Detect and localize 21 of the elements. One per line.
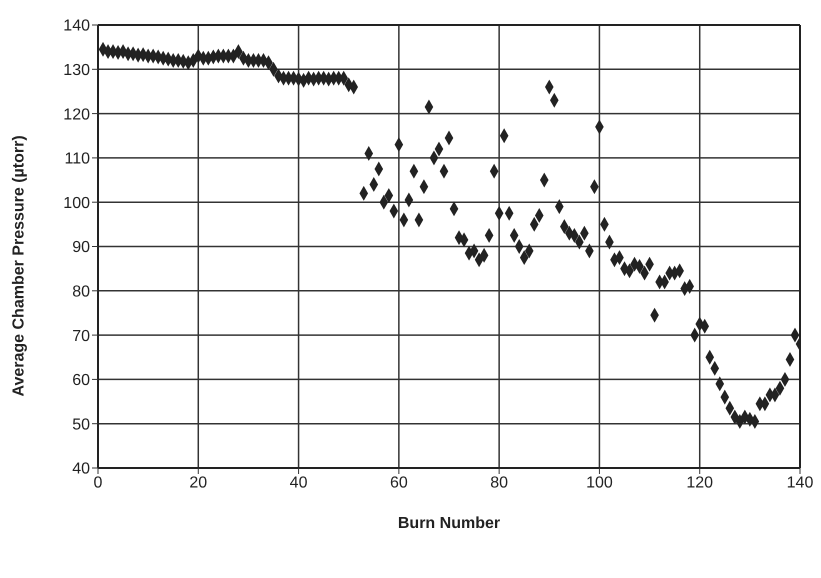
x-tick-label: 140 <box>786 474 814 492</box>
y-axis-title: Average Chamber Pressure (µtorr) <box>10 135 28 396</box>
y-tick-label: 120 <box>63 106 90 124</box>
y-tick-label: 140 <box>63 18 90 35</box>
y-tick-label: 110 <box>64 150 90 168</box>
x-tick-label: 20 <box>189 474 208 492</box>
y-tick-label: 40 <box>72 460 90 478</box>
x-tick-label: 60 <box>390 474 408 492</box>
y-tick-label: 130 <box>63 62 90 79</box>
y-tick-label: 50 <box>72 416 90 434</box>
y-tick-label: 80 <box>72 283 90 300</box>
x-axis-title: Burn Number <box>398 515 500 532</box>
y-tick-label: 60 <box>72 372 90 390</box>
x-tick-label: 40 <box>290 474 308 492</box>
x-tick-label: 0 <box>94 474 103 492</box>
y-tick-label: 70 <box>72 328 90 345</box>
x-tick-label: 80 <box>490 474 508 492</box>
y-tick-label: 100 <box>63 194 90 212</box>
x-tick-label: 100 <box>586 474 613 492</box>
y-tick-label: 90 <box>72 239 90 256</box>
x-tick-label: 120 <box>686 474 714 492</box>
